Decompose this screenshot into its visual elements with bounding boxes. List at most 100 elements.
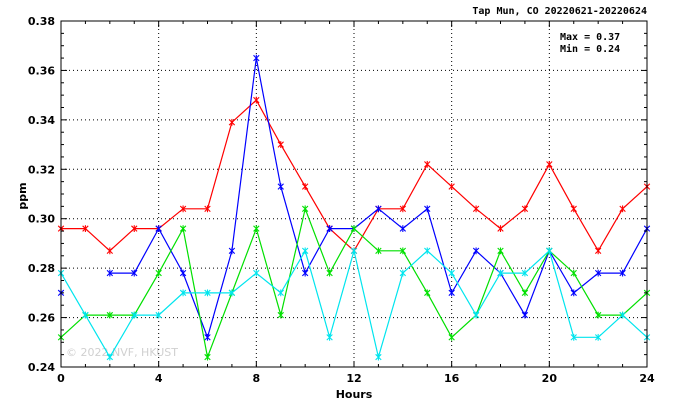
y-tick-label: 0.30	[28, 213, 55, 226]
y-tick-label: 0.36	[28, 64, 55, 77]
chart-title: Tap Mun, CO 20220621-20220624	[472, 6, 647, 17]
data-point	[399, 225, 407, 232]
data-point	[424, 289, 431, 297]
data-point	[424, 247, 431, 255]
data-point	[350, 225, 358, 232]
data-point	[301, 269, 309, 277]
data-point	[106, 247, 114, 255]
data-point	[424, 205, 431, 213]
data-point	[375, 353, 382, 361]
data-point	[448, 289, 455, 297]
data-point	[521, 205, 529, 213]
data-point	[228, 289, 236, 297]
data-point	[570, 269, 577, 277]
data-point	[619, 205, 626, 213]
data-point	[253, 96, 260, 104]
data-point	[301, 183, 309, 190]
x-tick-label: 24	[639, 372, 655, 385]
data-point	[277, 141, 284, 148]
data-point	[497, 247, 504, 255]
x-tick-label: 12	[346, 372, 361, 385]
data-point	[106, 353, 114, 361]
data-point	[448, 333, 455, 341]
data-point	[82, 311, 89, 319]
y-tick-labels: 0.24 0.26 0.28 0.30 0.32 0.34 0.36 0.38	[28, 15, 55, 374]
x-axis-title: Hours	[336, 388, 373, 401]
data-point	[497, 269, 504, 277]
data-point	[253, 225, 260, 232]
data-point	[594, 247, 602, 255]
y-tick-label: 0.26	[28, 312, 55, 325]
x-tick-label: 20	[542, 372, 558, 385]
data-point	[326, 225, 333, 232]
data-point	[131, 311, 138, 319]
data-point	[594, 269, 602, 277]
data-point	[204, 205, 211, 213]
data-point	[521, 269, 529, 277]
data-point	[301, 247, 309, 255]
data-point	[570, 205, 577, 213]
data-point	[399, 247, 407, 255]
plot-frame	[60, 20, 648, 368]
x-tick-label: 4	[155, 372, 163, 385]
data-point	[399, 269, 407, 277]
data-point	[326, 333, 333, 341]
x-tick-labels: 0 4 8 12 16 20 24	[57, 372, 655, 385]
data-point	[594, 311, 602, 319]
y-tick-label: 0.24	[28, 361, 55, 374]
data-point	[497, 225, 504, 232]
data-point	[301, 205, 309, 213]
data-point	[82, 225, 89, 232]
data-point	[619, 311, 626, 319]
data-point	[375, 205, 382, 213]
data-point	[204, 289, 211, 297]
data-point	[448, 269, 455, 277]
data-point	[472, 205, 480, 213]
data-point	[179, 205, 187, 213]
data-point	[204, 353, 211, 361]
data-point	[570, 333, 577, 341]
x-tick-label: 0	[57, 372, 65, 385]
data-point	[131, 269, 138, 277]
data-point	[521, 289, 529, 297]
data-point	[375, 247, 382, 255]
y-axis-title: ppm	[16, 182, 29, 209]
data-point	[521, 311, 529, 319]
data-point	[106, 311, 114, 319]
data-point	[106, 269, 114, 277]
data-point	[277, 183, 284, 190]
data-point	[350, 247, 358, 255]
watermark-text: © 2022 NVF, HKUST	[66, 346, 178, 359]
data-point	[546, 247, 553, 255]
data-point	[131, 225, 138, 232]
data-point	[424, 160, 431, 168]
data-point	[179, 289, 187, 297]
data-point	[570, 289, 577, 297]
data-point	[472, 247, 480, 255]
data-point	[179, 225, 187, 232]
data-point	[594, 333, 602, 341]
data-point	[253, 269, 260, 277]
data-point	[155, 225, 162, 232]
series-4	[57, 247, 651, 361]
data-point	[228, 118, 236, 126]
x-tick-label: 16	[444, 372, 460, 385]
data-point	[399, 205, 407, 213]
data-point	[277, 289, 284, 297]
data-point	[228, 247, 236, 255]
x-tick-label: 8	[253, 372, 261, 385]
y-tick-label: 0.34	[28, 114, 55, 127]
data-point	[277, 311, 284, 319]
data-point	[204, 333, 211, 341]
data-point	[155, 311, 162, 319]
data-point	[546, 160, 553, 168]
data-point	[253, 54, 260, 62]
data-point	[448, 183, 455, 190]
y-tick-label: 0.38	[28, 15, 55, 28]
data-point	[472, 311, 480, 319]
data-point	[179, 269, 187, 277]
data-point	[326, 269, 333, 277]
data-point	[619, 269, 626, 277]
grid-lines	[61, 21, 647, 367]
